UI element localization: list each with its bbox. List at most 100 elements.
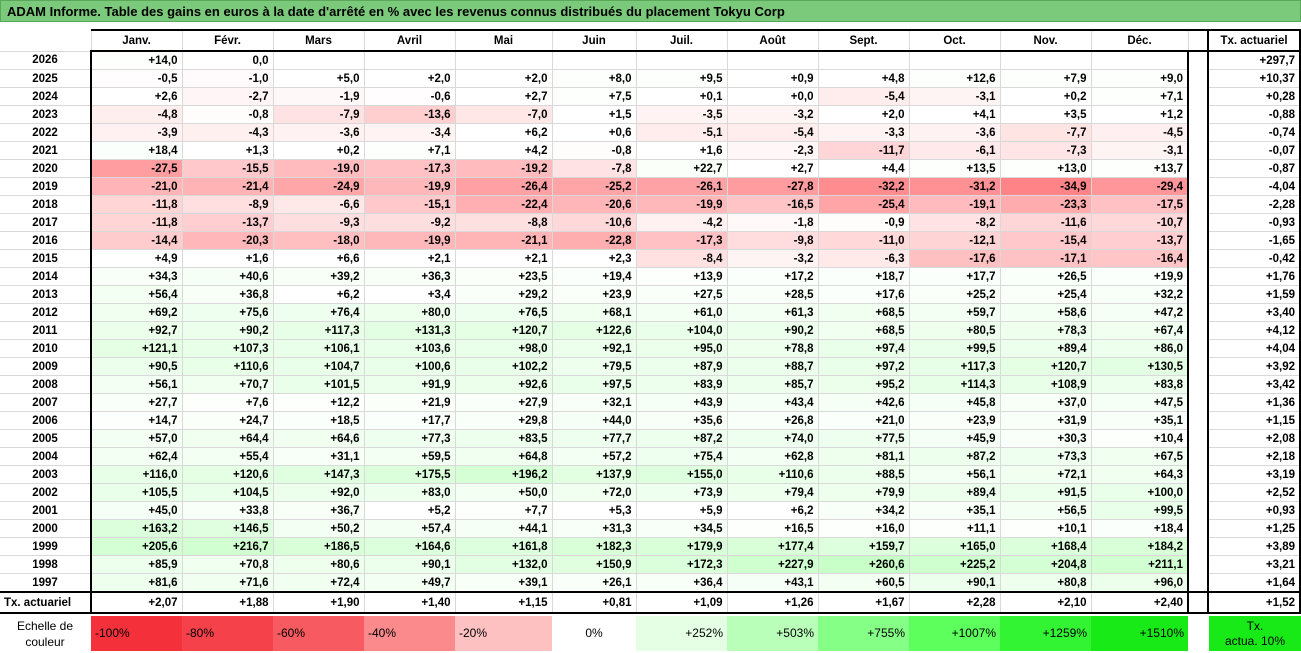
average-value: +1,09 <box>635 591 728 614</box>
value-cell: +96,0 <box>1090 573 1189 593</box>
tx-value: -2,28 <box>1207 195 1301 214</box>
table-row: 2005 +57,0 +64,4 +64,6 +77,3 +83,5 +77,7 +87,2 +… <box>0 429 1301 448</box>
value-cell <box>999 50 1092 70</box>
table-row: 2007 +27,7 +7,6 +12,2 +21,9 +27,9 +32,1 +43,9 +4… <box>0 393 1301 412</box>
spacer-cell <box>1188 105 1208 124</box>
month-header: Août <box>726 29 819 52</box>
value-cell: +6,2 <box>454 123 553 142</box>
value-cell: -0,8 <box>551 141 637 160</box>
value-cell: +56,1 <box>908 465 1001 484</box>
value-cell: +34,2 <box>817 501 910 520</box>
year-label: 2010 <box>0 339 92 358</box>
value-cell: -23,3 <box>999 195 1092 214</box>
value-cell: -16,5 <box>726 195 819 214</box>
tx-value: +1,15 <box>1207 411 1301 430</box>
value-cell: +76,4 <box>272 303 365 322</box>
table-row: 2013 +56,4 +36,8 +6,2 +3,4 +29,2 +23,9 +27,5 +28… <box>0 285 1301 304</box>
value-cell: +4,1 <box>908 105 1001 124</box>
value-cell: +260,6 <box>817 555 910 574</box>
value-cell: +43,1 <box>726 573 819 593</box>
spacer-cell <box>1188 447 1208 466</box>
value-cell: +6,2 <box>726 501 819 520</box>
value-cell: +64,6 <box>272 429 365 448</box>
value-cell: +30,3 <box>999 429 1092 448</box>
month-header: Févr. <box>181 29 274 52</box>
spacer-cell <box>1188 213 1208 232</box>
value-cell: -0,9 <box>817 213 910 232</box>
month-header: Déc. <box>1090 29 1189 52</box>
table-row: 2024 +2,6 -2,7 -1,9 -0,6 +2,7 +7,5 +0,1 +0,0 -5,4… <box>0 87 1301 106</box>
value-cell: -9,3 <box>272 213 365 232</box>
value-cell: +17,7 <box>908 267 1001 286</box>
table-row: 2019 -21,0 -21,4 -24,9 -19,9 -26,4 -25,2 -26,1-… <box>0 177 1301 196</box>
value-cell: +102,2 <box>454 357 553 376</box>
value-cell: +91,9 <box>363 375 456 394</box>
legend-tx-line2: actua. 10% <box>1224 634 1286 648</box>
value-cell: +2,3 <box>551 249 637 268</box>
value-cell: +2,7 <box>454 87 553 106</box>
value-cell: +90,1 <box>363 555 456 574</box>
value-cell: -7,0 <box>454 105 553 124</box>
value-cell: -11,8 <box>90 213 183 232</box>
value-cell: +87,2 <box>635 429 728 448</box>
value-cell: +0,2 <box>272 141 365 160</box>
value-cell: -29,4 <box>1090 177 1189 196</box>
value-cell: -14,4 <box>90 231 183 250</box>
value-cell: +7,1 <box>363 141 456 160</box>
value-cell: +45,8 <box>908 393 1001 412</box>
value-cell: +9,0 <box>1090 69 1189 88</box>
value-cell: +90,1 <box>908 573 1001 593</box>
spacer-cell <box>1188 267 1208 286</box>
value-cell: -3,6 <box>272 123 365 142</box>
legend-cell: +1259% <box>1000 616 1091 651</box>
value-cell: +31,1 <box>272 447 365 466</box>
value-cell: +88,7 <box>726 357 819 376</box>
legend-cell: -40% <box>364 616 455 651</box>
header-row: Janv. Févr. Mars Avril Mai Juin Juil. Août Sept.… <box>0 29 1301 52</box>
value-cell: +35,6 <box>635 411 728 430</box>
value-cell: +7,1 <box>1090 87 1189 106</box>
value-cell: -6,6 <box>272 195 365 214</box>
value-cell: +4,9 <box>90 249 183 268</box>
table-row: 2023 -4,8 -0,8 -7,9 -13,6 -7,0 +1,5 -3,5 -3,2 +2,… <box>0 105 1301 124</box>
legend-cell: +503% <box>727 616 818 651</box>
value-cell: -8,4 <box>635 249 728 268</box>
value-cell: +186,5 <box>272 537 365 556</box>
value-cell: +36,8 <box>181 285 274 304</box>
value-cell: +79,5 <box>551 357 637 376</box>
value-cell: +91,5 <box>999 483 1092 502</box>
value-cell: -22,8 <box>551 231 637 250</box>
value-cell: +104,7 <box>272 357 365 376</box>
value-cell: +13,0 <box>999 159 1092 178</box>
value-cell: +18,7 <box>817 267 910 286</box>
value-cell: +7,6 <box>181 393 274 412</box>
value-cell: +97,2 <box>817 357 910 376</box>
value-cell: -8,8 <box>454 213 553 232</box>
value-cell: +2,0 <box>363 69 456 88</box>
value-cell: +73,3 <box>999 447 1092 466</box>
table-row: 2021 +18,4 +1,3 +0,2 +7,1 +4,2 -0,8 +1,6 -2,3 -11… <box>0 141 1301 160</box>
value-cell: -25,4 <box>817 195 910 214</box>
average-value: +2,10 <box>999 591 1092 614</box>
table-row: 2000 +163,2 +146,5 +50,2 +57,4 +44,1 +31,3 +34,… <box>0 519 1301 538</box>
value-cell: -32,2 <box>817 177 910 196</box>
value-cell: +72,4 <box>272 573 365 593</box>
month-header: Janv. <box>90 29 183 52</box>
value-cell: +88,5 <box>817 465 910 484</box>
value-cell: -7,8 <box>551 159 637 178</box>
gains-table: Janv. Févr. Mars Avril Mai Juin Juil. Août Sept.… <box>0 29 1301 614</box>
value-cell: +29,2 <box>454 285 553 304</box>
year-label: 2021 <box>0 141 92 160</box>
value-cell: +26,1 <box>551 573 637 593</box>
tx-value: +4,12 <box>1207 321 1301 340</box>
value-cell: +1,6 <box>181 249 274 268</box>
year-label: 2018 <box>0 195 92 214</box>
table-row: 2001 +45,0 +33,8 +36,7 +5,2 +7,7 +5,3 +5,9 +6,2 +… <box>0 501 1301 520</box>
value-cell: +165,0 <box>908 537 1001 556</box>
value-cell: -7,7 <box>999 123 1092 142</box>
year-label: 2014 <box>0 267 92 286</box>
value-cell: -0,8 <box>181 105 274 124</box>
value-cell: +0,1 <box>635 87 728 106</box>
value-cell: +29,8 <box>454 411 553 430</box>
year-label: 2003 <box>0 465 92 484</box>
